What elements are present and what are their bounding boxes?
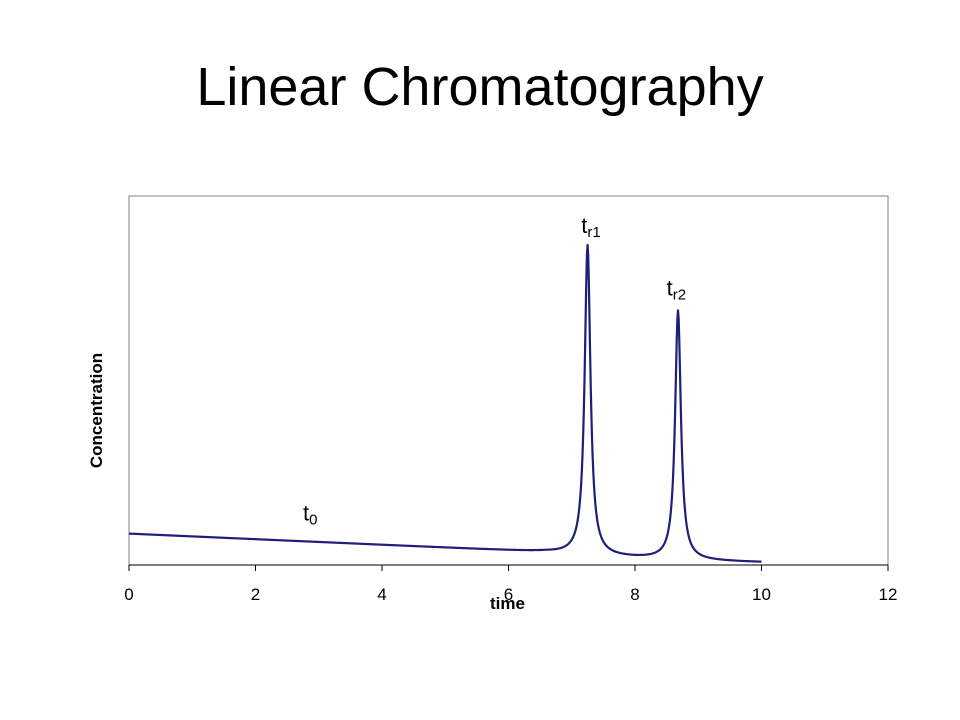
x-axis: 0 2 4 6 8 10 12	[124, 564, 898, 604]
plot-area-frame	[128, 195, 889, 566]
x-tick-label: 2	[251, 585, 260, 604]
peak-label-tr1: tr1	[581, 213, 600, 241]
x-tick-label: 12	[879, 585, 898, 604]
slide-title: Linear Chromatography	[196, 57, 764, 117]
peak-label-t0: t0	[303, 501, 317, 529]
x-tick-label: 8	[630, 585, 639, 604]
x-tick-label: 0	[124, 585, 133, 604]
x-tick-label: 6	[504, 585, 513, 604]
x-tick-label: 4	[377, 585, 386, 604]
peak-annotations: t0 tr1 tr2	[303, 213, 686, 529]
peak-label-tr2: tr2	[667, 276, 686, 304]
y-axis-title: Concentration	[87, 353, 106, 468]
x-axis-title: time	[490, 594, 525, 613]
x-tick-label: 10	[752, 585, 771, 604]
chromatogram-line	[128, 243, 762, 563]
